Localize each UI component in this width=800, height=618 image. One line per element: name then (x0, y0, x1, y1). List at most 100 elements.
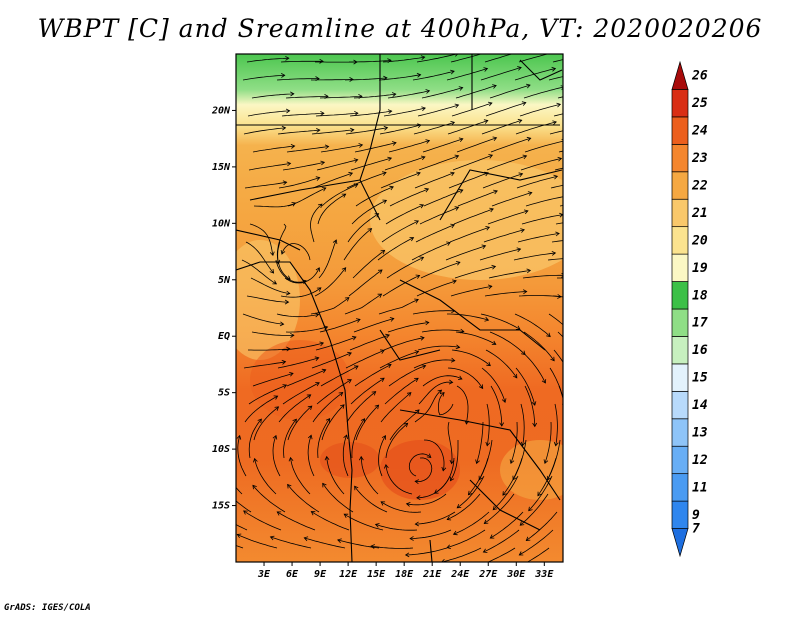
lat-tick-label: 10N (212, 218, 231, 229)
streamline-arrow (486, 361, 491, 367)
streamline-arrow (316, 287, 322, 292)
streamline (448, 172, 489, 189)
streamline (378, 74, 421, 81)
streamline (388, 365, 426, 387)
streamline-arrow (455, 344, 461, 350)
streamline (249, 223, 274, 256)
streamline (488, 270, 531, 279)
streamline (379, 124, 422, 135)
streamline (278, 394, 311, 423)
streamline (389, 409, 420, 441)
streamline (518, 54, 550, 63)
streamline-arrow (597, 144, 601, 148)
streamline (315, 336, 357, 351)
streamline (387, 90, 430, 99)
streamline (342, 434, 349, 477)
streamline-arrow (285, 108, 291, 114)
streamline (380, 392, 412, 423)
colorbar-swatch (671, 89, 689, 118)
streamline (437, 392, 454, 416)
colorbar-label: 14 (692, 398, 708, 413)
streamline (310, 203, 323, 243)
streamline-arrow (320, 160, 326, 166)
streamline-arrow (387, 156, 393, 162)
streamline (417, 104, 459, 117)
lon-tick-label: 27E (478, 569, 498, 580)
colorbar-label: 7 (692, 522, 700, 537)
streamline-arrow (484, 316, 490, 322)
streamline-arrow (351, 335, 357, 341)
colorbar: 79 11 12 13 14 15 16 17 18 19 20 21 22 23 24 25 26 (671, 60, 708, 558)
streamline (317, 418, 331, 459)
streamline-arrow (518, 551, 524, 556)
streamline (410, 529, 452, 539)
streamline-arrow (252, 484, 257, 490)
streamline-arrow (492, 136, 498, 142)
streamline (281, 112, 324, 117)
streamlines (219, 54, 601, 562)
streamline (246, 295, 289, 303)
streamline-arrow (314, 356, 320, 361)
streamline (447, 493, 481, 520)
streamline-arrow (381, 435, 386, 440)
streamline (489, 84, 531, 99)
streamline (456, 475, 485, 509)
streamline (351, 418, 365, 459)
streamline-arrow (523, 289, 528, 295)
streamline-arrow (347, 351, 352, 357)
streamline (526, 547, 550, 562)
streamline-arrow (588, 124, 592, 128)
streamline (278, 177, 320, 189)
streamline (480, 67, 522, 81)
streamline (544, 421, 552, 464)
streamline (486, 155, 527, 171)
streamline (353, 93, 396, 99)
streamline (517, 233, 560, 243)
streamline (558, 385, 563, 400)
streamline (251, 331, 294, 336)
streamline-arrow (414, 521, 419, 527)
streamline (281, 243, 311, 261)
streamline (481, 119, 522, 135)
streamline (476, 421, 484, 464)
streamline (243, 127, 286, 135)
streamline (310, 297, 350, 315)
colorbar-label: 23 (691, 151, 708, 166)
streamline-arrow (484, 171, 489, 177)
streamline-arrow (389, 185, 394, 191)
streamline-arrow (219, 459, 223, 463)
lon-tick-label: 24E (450, 569, 470, 580)
streamline (380, 172, 421, 189)
streamline (236, 486, 243, 495)
streamline (492, 475, 519, 510)
streamline-arrow (374, 404, 380, 410)
streamline (417, 345, 460, 351)
streamline-arrow (594, 219, 598, 223)
streamline-arrow (374, 523, 380, 528)
streamline-arrow (404, 552, 410, 558)
streamline-arrow (509, 459, 515, 465)
streamline-arrow (587, 70, 591, 74)
streamline (551, 240, 563, 243)
streamline-arrow (380, 501, 386, 506)
streamline (526, 511, 558, 541)
streamline-arrow (380, 349, 385, 354)
streamline (513, 252, 556, 261)
colorbar-swatch (671, 226, 689, 255)
streamline (277, 241, 291, 280)
grads-credit: GrADS: IGES/COLA (4, 603, 91, 613)
streamline-arrow (343, 513, 349, 518)
streamline (318, 239, 337, 279)
colorbar-swatch (671, 528, 689, 558)
streamline (548, 313, 563, 326)
streamline (248, 418, 262, 459)
streamline-arrow (315, 382, 320, 387)
streamline (343, 228, 372, 261)
streamline-arrow (485, 441, 491, 447)
streamline-arrow (319, 58, 324, 64)
colorbar-label: 15 (692, 371, 708, 386)
streamline (348, 269, 383, 297)
streamline-arrow (489, 54, 490, 55)
streamline-arrow (513, 373, 518, 379)
streamline (389, 188, 429, 207)
